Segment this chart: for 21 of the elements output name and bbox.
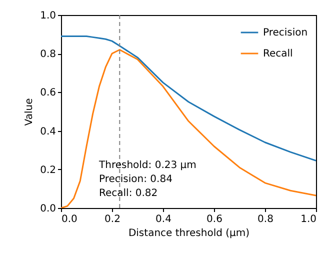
line-series xyxy=(61,48,316,208)
legend-label: Precision xyxy=(263,28,308,38)
x-tick-label: 0.4 xyxy=(156,214,172,225)
annotation: Threshold: 0.23 µm xyxy=(98,160,196,171)
y-axis-title: Value xyxy=(24,98,36,126)
y-tick-label: 0.4 xyxy=(40,126,56,138)
y-tick-label: 0.0 xyxy=(40,204,56,214)
y-tick-label: 1.0 xyxy=(40,10,56,22)
annotation: Precision: 0.84 xyxy=(99,174,172,185)
x-tick-label: 1.0 xyxy=(300,214,316,225)
y-tick-label: 0.6 xyxy=(40,88,56,99)
legend-label: Recall xyxy=(263,48,293,60)
x-axis-title: Distance threshold (µm) xyxy=(128,228,250,239)
x-tick-label: 0.2 xyxy=(104,214,120,225)
annotation: Recall: 0.82 xyxy=(99,188,158,199)
line-series xyxy=(61,35,316,162)
y-tick-label: 0.2 xyxy=(40,164,56,176)
x-tick-label: 0.0 xyxy=(62,214,78,225)
y-tick-label: 0.8 xyxy=(40,49,56,60)
x-tick-label: 0.6 xyxy=(206,214,222,225)
x-tick-label: 0.8 xyxy=(258,214,274,225)
